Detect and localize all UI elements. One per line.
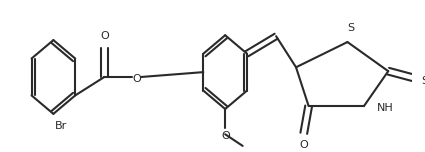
Text: Br: Br bbox=[55, 121, 67, 131]
Text: S: S bbox=[347, 23, 354, 33]
Text: O: O bbox=[299, 140, 308, 150]
Text: S: S bbox=[422, 76, 425, 86]
Text: NH: NH bbox=[377, 103, 394, 113]
Text: O: O bbox=[132, 74, 141, 84]
Text: O: O bbox=[222, 131, 230, 141]
Text: O: O bbox=[100, 31, 109, 41]
